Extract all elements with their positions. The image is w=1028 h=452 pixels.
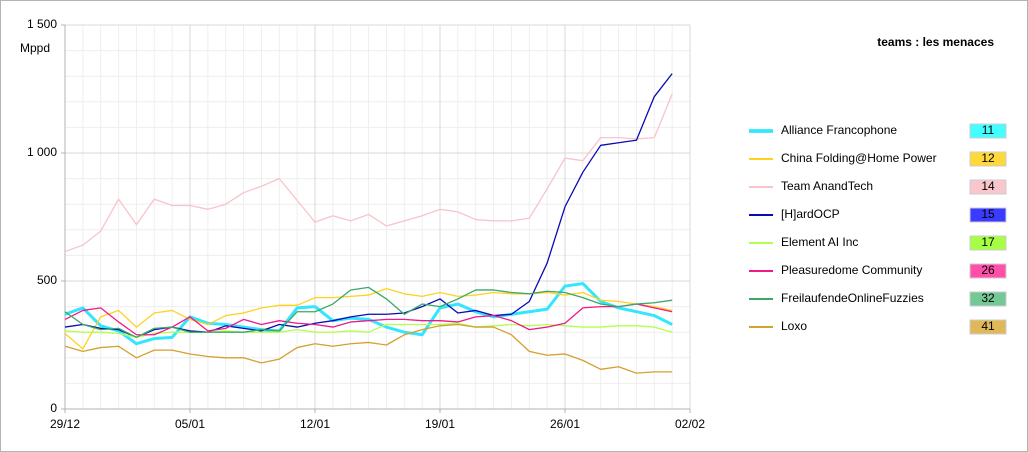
legend-label: FreilaufendeOnlineFuzzies (781, 291, 924, 305)
legend-label: [H]ardOCP (781, 207, 840, 221)
legend-rank: 12 (981, 151, 995, 165)
legend-label: Team AnandTech (781, 179, 873, 193)
series-line (64, 323, 673, 374)
y-tick-label: 1 500 (27, 17, 57, 31)
y-tick-label: 1 000 (27, 145, 57, 159)
y-tick-label: 500 (37, 273, 57, 287)
legend-rank-box (969, 179, 1007, 195)
legend-rank-box (969, 151, 1007, 167)
legend-rank-box (969, 319, 1007, 335)
x-tick-label: 05/01 (175, 417, 205, 431)
legend-rank-box (969, 263, 1007, 279)
legend-label: Pleasuredome Community (781, 263, 922, 277)
legend-rank: 41 (981, 319, 995, 333)
legend-rank: 17 (981, 235, 995, 249)
legend-rank: 26 (981, 263, 995, 277)
legend-rank-box (969, 207, 1007, 223)
x-tick-label: 29/12 (50, 417, 80, 431)
y-tick-label: 0 (50, 401, 57, 415)
chart-title: teams : les menaces (877, 35, 994, 49)
x-tick-label: 26/01 (550, 417, 580, 431)
x-tick-label: 02/02 (675, 417, 705, 431)
legend-rank-box (969, 123, 1007, 139)
series-line (64, 303, 673, 336)
legend-rank: 15 (981, 207, 995, 221)
series-line (64, 282, 673, 346)
legend-rank: 32 (981, 291, 995, 305)
series-line (64, 93, 673, 253)
series-line (64, 322, 673, 338)
y-axis-label: Mppd (20, 41, 50, 55)
x-tick-label: 19/01 (425, 417, 455, 431)
legend-rank: 14 (981, 179, 995, 193)
x-tick-label: 12/01 (300, 417, 330, 431)
legend-label: Alliance Francophone (781, 123, 897, 137)
legend-rank-box (969, 235, 1007, 251)
legend-label: China Folding@Home Power (781, 151, 937, 165)
legend-rank-box (969, 291, 1007, 307)
legend-label: Element AI Inc (781, 235, 858, 249)
legend-label: Loxo (781, 319, 807, 333)
series-line (64, 286, 673, 338)
legend-rank: 11 (982, 123, 995, 137)
